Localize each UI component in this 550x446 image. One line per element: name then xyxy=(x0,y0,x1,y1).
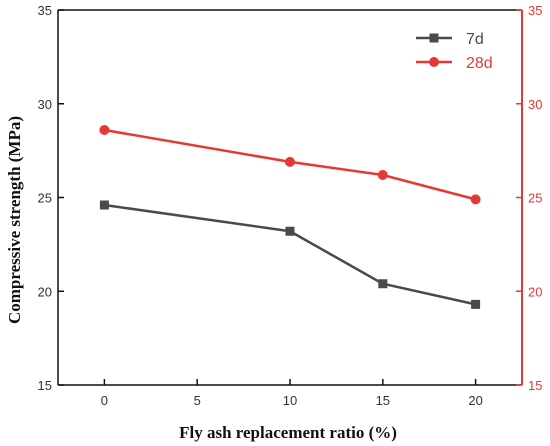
series-line-7d xyxy=(104,203,476,306)
axes xyxy=(57,9,523,386)
left-tick-label: 35 xyxy=(38,3,52,18)
data-point-7d xyxy=(285,226,295,236)
left-tick-label: 20 xyxy=(38,284,52,299)
right-tick-label: 25 xyxy=(528,191,542,206)
legend-label-7d: 7d xyxy=(466,31,484,48)
data-point-28d xyxy=(99,125,110,135)
y-axis-title: Compressive strength (MPa) xyxy=(5,116,24,324)
x-tick-label: 0 xyxy=(101,393,108,408)
right-tick-label: 15 xyxy=(528,378,542,393)
data-point-28d xyxy=(377,170,388,180)
x-tick-label: 10 xyxy=(283,393,297,408)
x-axis-title: Fly ash replacement ratio (%) xyxy=(179,423,397,442)
data-point-28d xyxy=(470,194,481,205)
data-point-7d xyxy=(99,200,109,210)
legend-label-28d: 28d xyxy=(466,55,493,72)
data-point-28d xyxy=(285,156,295,167)
legend-marker-7d xyxy=(429,33,439,43)
x-tick-label: 15 xyxy=(376,393,390,408)
x-tick-label: 20 xyxy=(468,393,482,408)
right-tick-label: 30 xyxy=(528,97,542,112)
left-tick-label: 30 xyxy=(38,97,52,112)
x-tick-label: 5 xyxy=(194,393,201,408)
right-tick-label: 35 xyxy=(528,3,542,18)
data-point-7d xyxy=(471,299,481,309)
left-tick-label: 25 xyxy=(38,191,52,206)
series-line-28d xyxy=(104,128,476,201)
legend-marker-28d xyxy=(429,57,439,67)
ticks: 15 20 25 30 35 15 20 25 30 35 0 5 10 15 20 xyxy=(38,3,543,408)
left-tick-label: 15 xyxy=(38,378,52,393)
series-layer xyxy=(99,125,481,309)
right-tick-label: 20 xyxy=(528,284,542,299)
data-point-7d xyxy=(378,279,388,289)
